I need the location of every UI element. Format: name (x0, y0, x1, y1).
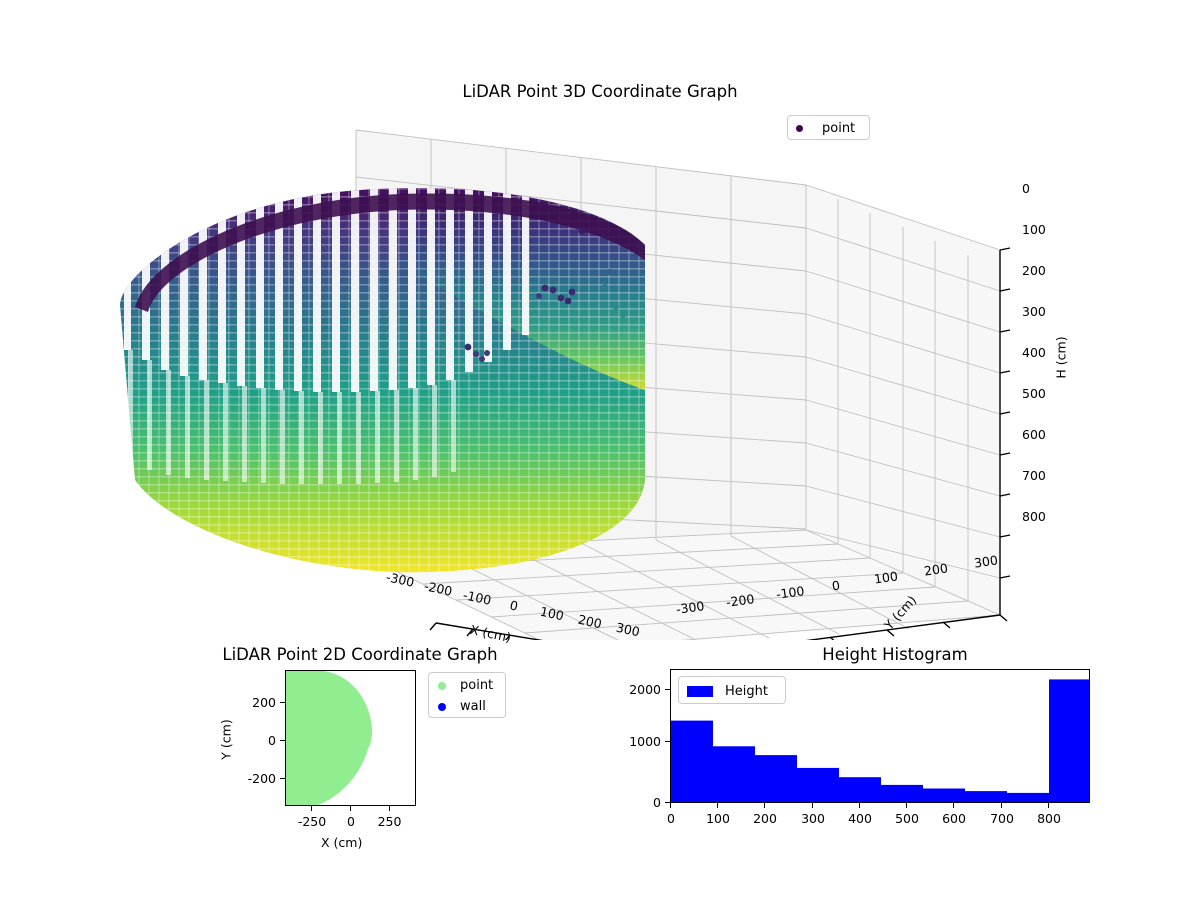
x-tick-mark (350, 806, 352, 811)
histogram-bar (923, 788, 965, 802)
y-tick-label: 0 (268, 733, 276, 748)
z-tick-label: 200 (1022, 263, 1046, 278)
histogram-bar (965, 791, 1007, 802)
plot-2d-legend[interactable]: point wall (428, 672, 506, 718)
histogram-axes (670, 669, 1090, 803)
z-tick-label: 700 (1022, 468, 1046, 483)
x-tick-mark (764, 803, 766, 808)
y-tick-label: 0 (653, 795, 661, 810)
z-tick-label: 400 (1022, 345, 1046, 360)
histogram-legend[interactable]: Height (678, 676, 786, 704)
x-tick-mark (1048, 803, 1050, 808)
x-tick-label: 800 (1037, 811, 1061, 826)
plot-2d-x-axis-label: X (cm) (321, 835, 363, 850)
legend-label: point (822, 121, 856, 136)
y-tick-label: 2000 (629, 682, 661, 697)
histogram-bar (755, 755, 797, 802)
x-tick-label: 0 (347, 814, 355, 829)
height-patch-icon (687, 685, 713, 697)
x-tick-mark (812, 803, 814, 808)
plot-2d-y-axis-label: Y (cm) (218, 719, 234, 760)
x-tick-mark (953, 803, 955, 808)
plot-3d-title: LiDAR Point 3D Coordinate Graph (462, 82, 738, 101)
z-tick-label: 300 (1022, 304, 1046, 319)
y-tick-mark (280, 702, 285, 704)
outlier-points (464, 227, 626, 362)
y-tick-label: -200 (247, 771, 276, 786)
y-tick-mark (665, 741, 670, 743)
histogram-title: Height Histogram (822, 645, 968, 664)
y-tick-mark (665, 802, 670, 804)
x-tick-mark (717, 803, 719, 808)
histogram-bar (797, 767, 839, 802)
x-tick-label: 400 (848, 811, 872, 826)
histogram-bar (839, 777, 881, 802)
y-tick-label: 1000 (629, 734, 661, 749)
legend-label: point (460, 678, 494, 693)
y-tick-mark (280, 778, 285, 780)
x-tick-label: 250 (377, 814, 402, 829)
x-tick-label: 100 (706, 811, 730, 826)
x-tick-label: 700 (990, 811, 1014, 826)
plot-3d-legend[interactable]: point (787, 115, 870, 140)
histogram-bar (881, 784, 923, 802)
plot-2d-panel: LiDAR Point 2D Coordinate Graph 200 0 -2… (180, 640, 560, 870)
histogram-bars (671, 679, 1089, 802)
x-tick-mark (906, 803, 908, 808)
z-tick-label: 600 (1022, 427, 1046, 442)
x-tick-mark (389, 806, 391, 811)
histogram-bar (1049, 679, 1089, 802)
plot-3d-panel: LiDAR Point 3D Coordinate Graph (0, 60, 1200, 645)
x-tick-label: 300 (801, 811, 825, 826)
x-tick-mark (1001, 803, 1003, 808)
x-tick-label: 600 (942, 811, 966, 826)
y-tick-mark (665, 689, 670, 691)
legend-item-wall[interactable]: wall (429, 696, 505, 717)
plot-2d-title: LiDAR Point 2D Coordinate Graph (222, 645, 498, 664)
legend-item-point[interactable]: point (429, 675, 505, 696)
x-tick-mark (311, 806, 313, 811)
point-cloud-body (120, 188, 645, 573)
plot-2d-axes (285, 670, 416, 806)
point-marker-icon (796, 125, 803, 132)
x-tick-label: -250 (297, 814, 327, 829)
z-tick-label: 100 (1022, 222, 1046, 237)
z-tick-label: 0 (1022, 181, 1030, 196)
histogram-bar (713, 746, 755, 802)
point-marker-icon (438, 681, 446, 690)
x-tick-mark (859, 803, 861, 808)
y-tick-mark (280, 740, 285, 742)
z-axis-label: H (cm) (1053, 336, 1069, 379)
z-tick-label: 800 (1022, 509, 1046, 524)
histogram-bar (671, 720, 713, 802)
histogram-bar (1007, 792, 1049, 802)
legend-label: wall (460, 699, 486, 714)
legend-item-height[interactable]: Height (679, 677, 785, 705)
x-tick-label: 500 (895, 811, 919, 826)
x-tick-label: 200 (753, 811, 777, 826)
z-tick-label: 500 (1022, 386, 1046, 401)
x-tick-label: 0 (667, 811, 675, 826)
legend-item-point[interactable]: point (788, 116, 869, 141)
legend-label: Height (725, 683, 768, 699)
x-tick-mark (670, 803, 672, 808)
plot-3d-axes (120, 129, 1011, 640)
point-region (286, 671, 373, 805)
wall-marker-icon (438, 702, 446, 711)
histogram-panel: Height Histogram 2000 1000 0 (600, 640, 1120, 870)
y-tick-label: 200 (252, 695, 276, 710)
